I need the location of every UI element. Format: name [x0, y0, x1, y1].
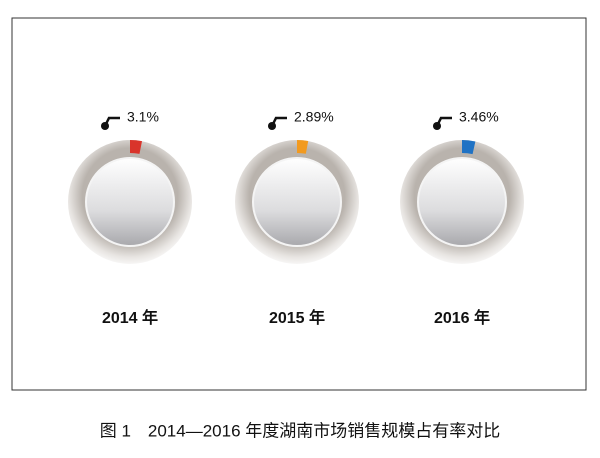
value-label: 2.89% [294, 109, 334, 125]
leader-line [435, 116, 452, 127]
value-label: 3.46% [459, 109, 499, 125]
gauge-segment [130, 140, 143, 154]
leader-line [103, 116, 120, 127]
leader-line [270, 116, 287, 127]
chart-title: 图 1 2014—2016 年度湖南市场销售规模占有率对比 [100, 421, 501, 440]
value-label: 3.1% [127, 109, 159, 125]
category-label: 2014 年 [102, 308, 158, 327]
gauge-disk [252, 157, 342, 247]
category-label: 2016 年 [434, 308, 490, 327]
gauge-segment [297, 140, 309, 154]
gauge-disk [417, 157, 507, 247]
category-label: 2015 年 [269, 308, 325, 327]
gauge-segment [462, 140, 476, 155]
gauge-disk [85, 157, 175, 247]
